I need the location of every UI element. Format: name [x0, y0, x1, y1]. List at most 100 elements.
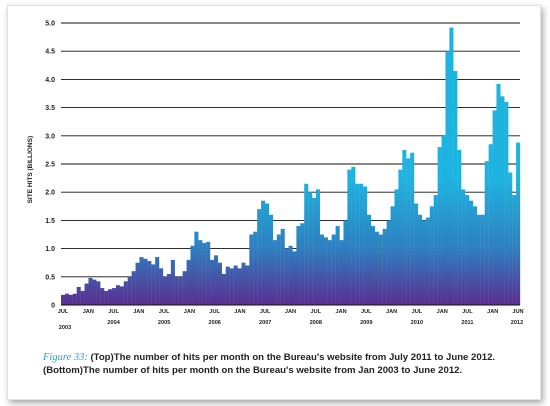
bar	[292, 251, 297, 305]
x-tick-month: JAN	[285, 309, 296, 315]
bar	[178, 276, 183, 305]
x-tick-year: 2003	[59, 325, 71, 331]
bar	[170, 259, 175, 305]
x-tick-year: 2011	[461, 320, 473, 326]
bar	[449, 27, 454, 305]
bar	[500, 96, 505, 305]
caption-text-top: The number of hits per month on the Bure…	[113, 352, 496, 363]
bar	[61, 294, 66, 305]
bar	[492, 110, 497, 305]
bar	[68, 294, 73, 305]
bar	[276, 234, 281, 305]
bar	[335, 226, 340, 305]
y-axis-label: SITE HITS (BILLIONS)	[27, 136, 34, 204]
x-tick-month: JAN	[335, 309, 346, 315]
bar	[280, 228, 285, 305]
x-tick-year: 2012	[511, 320, 523, 326]
bar	[147, 261, 152, 305]
document-page: 0 0.5 1.0 1.5 2.0 2.5 3.0 3.5 4.0 4.5 5.0 JUL 2003 J…	[7, 5, 541, 400]
bar	[461, 189, 466, 305]
y-tick-label: 2.0	[45, 190, 55, 197]
bar	[339, 240, 344, 305]
bar	[355, 183, 360, 305]
x-tick-month: JAN	[133, 309, 144, 315]
bar	[390, 206, 395, 305]
bar	[410, 152, 415, 305]
x-tick-month: JAN	[487, 309, 498, 315]
bar	[155, 257, 160, 305]
bar	[398, 169, 403, 305]
x-tick-month: JUL	[108, 309, 119, 315]
x-tick-month: JUL	[209, 309, 220, 315]
bar	[96, 281, 101, 305]
bar	[233, 265, 238, 305]
bar	[241, 262, 246, 305]
y-tick-label: 3.5	[45, 105, 55, 112]
bar	[202, 242, 207, 305]
caption-text-bottom: The number of hits per month on the Bure…	[82, 364, 463, 376]
bar	[206, 241, 211, 305]
bar	[394, 189, 399, 305]
bar	[386, 220, 391, 305]
bar	[108, 289, 113, 305]
x-tick-month: JAN	[83, 309, 94, 315]
bar	[100, 288, 105, 305]
bar	[516, 142, 521, 305]
bar	[163, 276, 168, 305]
y-tick-label: 0.5	[45, 274, 55, 281]
bar	[488, 144, 493, 305]
caption-tag-bottom: (Bottom)	[43, 364, 83, 376]
bar	[249, 234, 254, 305]
bar	[127, 276, 132, 305]
bar	[484, 161, 489, 305]
bar	[508, 172, 513, 305]
bar	[363, 186, 368, 305]
figure-caption: Figure 33: (Top)The number of hits per m…	[43, 352, 533, 377]
bar	[367, 214, 372, 305]
bar	[76, 286, 81, 305]
bar	[308, 192, 313, 305]
x-tick-month: JAN	[437, 309, 448, 315]
bar	[343, 220, 348, 305]
x-tick-year: 2008	[310, 320, 322, 326]
y-tick-label: 0	[51, 303, 55, 310]
bar	[312, 197, 317, 305]
y-tick-label: 4.0	[45, 77, 55, 84]
bar	[112, 288, 117, 305]
bar	[323, 237, 328, 305]
bar	[359, 183, 364, 305]
bar	[166, 273, 171, 305]
bar	[437, 147, 442, 305]
bar	[261, 200, 266, 305]
bar	[378, 234, 383, 305]
x-tick-month: JUL	[58, 309, 69, 315]
bar	[225, 266, 230, 305]
bar	[268, 214, 273, 305]
bar	[347, 169, 352, 305]
bar	[88, 277, 93, 305]
bar	[429, 206, 434, 305]
y-tick-label: 1.0	[45, 246, 55, 253]
bar	[115, 285, 120, 305]
bar	[374, 231, 379, 305]
bar	[151, 264, 156, 305]
bar	[331, 234, 336, 305]
bar	[480, 214, 485, 305]
bar	[402, 149, 407, 305]
bar	[469, 200, 474, 305]
x-tick-month: JAN	[184, 309, 195, 315]
bar	[210, 259, 215, 305]
bar	[296, 226, 301, 305]
y-tick-label: 2.5	[45, 162, 55, 169]
bar	[229, 268, 234, 305]
bar	[370, 226, 375, 305]
bar	[421, 220, 426, 305]
bar	[284, 248, 289, 305]
caption-tag-top: (Top)	[90, 352, 114, 363]
bar	[441, 135, 446, 305]
x-tick-month: JAN	[234, 309, 245, 315]
bar	[217, 262, 222, 305]
bar	[257, 209, 262, 305]
bar	[159, 268, 164, 305]
bar	[418, 214, 423, 305]
